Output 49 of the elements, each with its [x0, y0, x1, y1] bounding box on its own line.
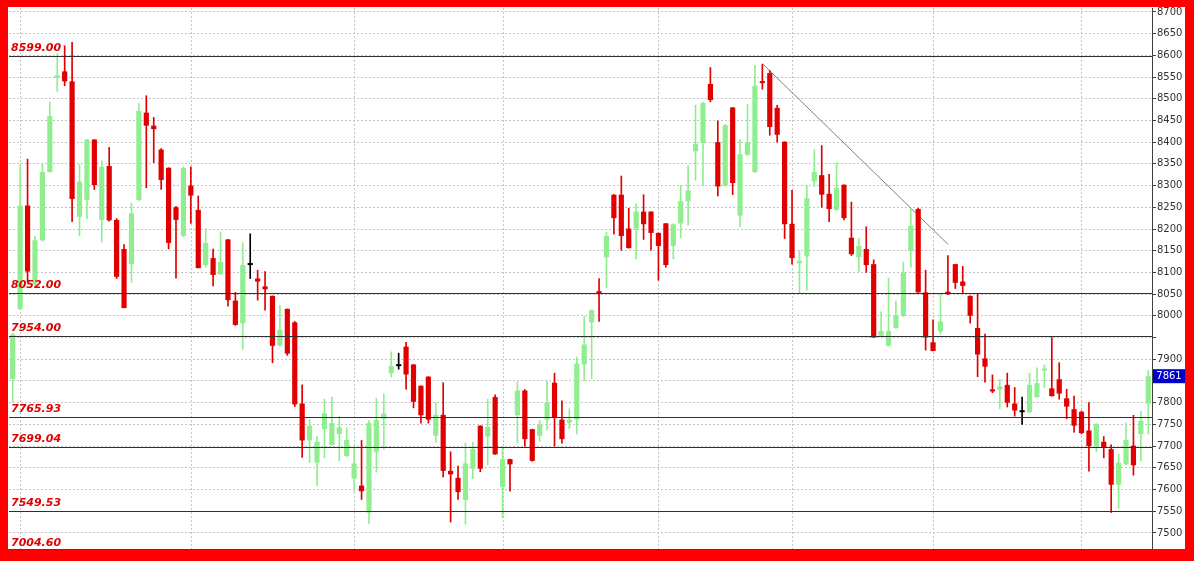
y-tick-label: 8200 [1157, 222, 1183, 234]
y-tick-label: 8600 [1157, 48, 1183, 60]
candlestick [982, 333, 988, 383]
ref-line-label: 7699.04 [11, 431, 62, 445]
candlestick [188, 166, 194, 224]
candlestick [997, 378, 1003, 410]
y-tick-label: 8700 [1157, 5, 1183, 17]
y-tick-label: 8650 [1157, 27, 1183, 39]
y-tick-label: 7700 [1157, 439, 1183, 451]
candlestick [262, 271, 268, 311]
annotation: 7004.60 [11, 536, 62, 549]
candlestick [247, 233, 253, 279]
ref-line-label: 8599.00 [11, 40, 62, 54]
candlestick [143, 95, 149, 189]
candlestick [336, 415, 342, 462]
y-tick-label: 8350 [1157, 157, 1183, 169]
annotation: 7861 [1156, 369, 1182, 381]
y-tick-label: 8150 [1157, 244, 1183, 256]
ref-line-label: 7549.53 [11, 496, 62, 510]
candlestick [507, 458, 513, 492]
candlestick [1049, 337, 1055, 397]
y-tick-label: 8300 [1157, 179, 1183, 191]
candlestick [811, 149, 817, 187]
y-tick-label: 7750 [1157, 417, 1183, 429]
ref-line-label: 7954.00 [11, 320, 62, 334]
y-tick-label: 8100 [1157, 266, 1183, 278]
y-tick-label: 8250 [1157, 200, 1183, 212]
candlestick [1086, 402, 1092, 472]
y-tick-label: 7650 [1157, 461, 1183, 473]
candlestick [54, 53, 60, 92]
y-tick-label: 8500 [1157, 92, 1183, 104]
candlestick [173, 206, 179, 279]
y-tick-label: 8000 [1157, 309, 1183, 321]
ref-line-label: 7765.93 [11, 402, 62, 416]
candlestick [878, 311, 884, 337]
y-tick-label: 8050 [1157, 287, 1183, 299]
y-tick-label: 7500 [1157, 526, 1183, 538]
candlestick [485, 398, 491, 466]
y-tick-label: 8550 [1157, 70, 1183, 82]
ref-line-label: 8052.00 [11, 278, 62, 292]
y-tick-label: 8400 [1157, 135, 1183, 147]
y-tick-label: 7800 [1157, 396, 1183, 408]
y-tick-label: 7900 [1157, 352, 1183, 364]
candlestick [685, 165, 691, 226]
y-tick-label: 7600 [1157, 483, 1183, 495]
y-tick-label: 8450 [1157, 114, 1183, 126]
y-tick-label: 7550 [1157, 504, 1183, 516]
candlestick [1019, 396, 1025, 425]
candlestick [596, 278, 602, 322]
